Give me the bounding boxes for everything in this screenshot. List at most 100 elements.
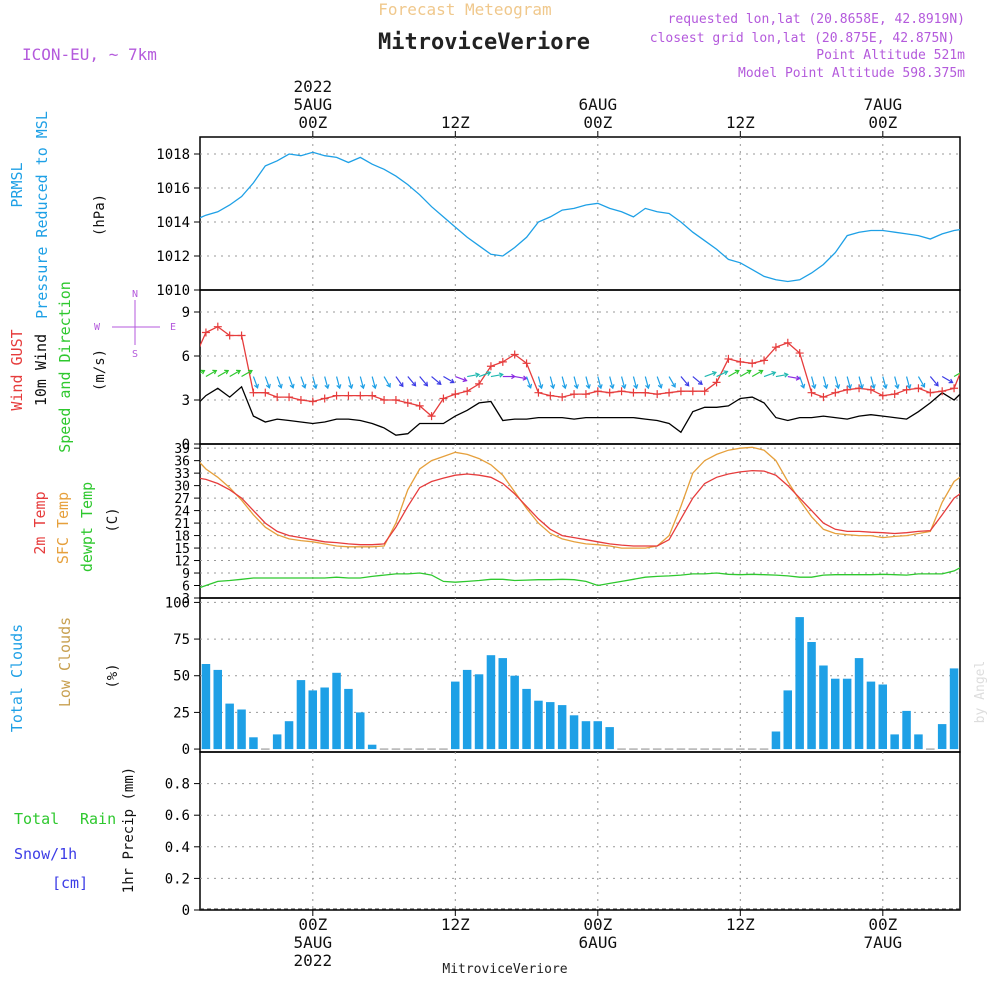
gust-marker xyxy=(831,388,840,397)
arrow-shaft xyxy=(478,371,491,378)
arrow-shaft xyxy=(775,373,788,378)
total-cloud-bar xyxy=(795,617,804,750)
direction-label: Speed and Direction xyxy=(56,281,74,453)
total-cloud-bar xyxy=(367,744,377,750)
arrow-head xyxy=(811,384,817,390)
bottom-time-label: 12Z xyxy=(441,915,470,934)
top-time-label: 12Z xyxy=(726,113,755,132)
y-tick-label: 33 xyxy=(174,467,190,482)
arrow-shaft xyxy=(609,376,614,389)
wind-direction-arrow xyxy=(241,369,253,378)
top-date-label: 7AUG xyxy=(864,95,903,114)
temp2m-line xyxy=(200,469,960,547)
total-cloud-bar xyxy=(344,688,353,749)
y-tick-label: 6 xyxy=(182,580,190,595)
arrow-shaft xyxy=(455,375,467,382)
arrow-head xyxy=(254,383,259,389)
arrow-head xyxy=(265,383,271,389)
wind-direction-arrow xyxy=(787,375,801,381)
wind-direction-arrow xyxy=(359,376,366,390)
total-cloud-bar xyxy=(807,642,816,750)
gust-marker xyxy=(866,385,875,394)
y-tick-label: 0.8 xyxy=(165,777,190,793)
arrow-head xyxy=(538,384,544,390)
total-clouds-label: Total Clouds xyxy=(8,624,26,732)
pressure-label-2: Pressure Reduced to MSL xyxy=(33,111,51,319)
arrow-head xyxy=(994,367,998,371)
arrow-shaft xyxy=(751,370,763,378)
watermark: by Angel xyxy=(973,661,988,724)
arrow-shaft xyxy=(882,376,887,389)
arrow-head xyxy=(312,384,318,390)
y-tick-label: 0 xyxy=(182,742,190,758)
top-time-label: 00Z xyxy=(298,113,327,132)
total-cloud-bar xyxy=(213,669,222,750)
y-tick-label: 12 xyxy=(174,555,190,570)
arrow-shaft xyxy=(383,376,391,388)
compass-rose: N E S W xyxy=(94,289,176,360)
gust-marker xyxy=(926,388,935,397)
arrow-head xyxy=(436,380,442,385)
wind-direction-arrow xyxy=(205,369,218,378)
y-tick-label: 100 xyxy=(165,595,190,611)
arrow-shaft xyxy=(200,370,205,374)
gust-marker xyxy=(308,397,317,406)
arrow-head xyxy=(301,383,307,389)
bottom-time-label: 00Z xyxy=(583,915,612,934)
total-cloud-bar xyxy=(949,668,959,750)
wind-direction-arrow xyxy=(395,376,404,388)
arrow-shaft xyxy=(644,376,649,389)
time-axes: 1010101210141016101803693691215182124273… xyxy=(156,77,961,970)
precip-unit: 1hr Precip (mm) xyxy=(121,767,137,893)
wind-direction-arrow xyxy=(443,376,455,384)
arrow-shaft xyxy=(419,376,428,387)
wind-direction-arrow xyxy=(490,372,504,378)
y-tick-label: 9 xyxy=(182,305,190,321)
arrow-shaft xyxy=(656,376,662,389)
wind-direction-arrow xyxy=(514,375,528,381)
wind-direction-arrow xyxy=(525,376,533,389)
arrow-shaft xyxy=(870,376,875,389)
wind-speed-line xyxy=(200,385,960,436)
arrow-shaft xyxy=(680,376,690,387)
total-cloud-bar xyxy=(890,734,899,750)
arrow-head xyxy=(960,370,964,374)
arrow-head xyxy=(475,372,481,378)
gust-marker xyxy=(700,387,709,396)
arrow-head xyxy=(573,384,579,390)
total-cloud-bar xyxy=(831,678,840,750)
y-tick-label: 1014 xyxy=(156,215,190,231)
wind-direction-arrow xyxy=(716,370,729,378)
arrow-head xyxy=(386,382,391,388)
precip-snow-label: Snow/1h xyxy=(14,845,77,863)
gust-marker xyxy=(819,393,828,402)
wind-direction-arrow xyxy=(561,376,568,390)
arrow-shaft xyxy=(692,376,703,385)
arrow-shaft xyxy=(728,370,740,378)
top-time-label: 12Z xyxy=(441,113,470,132)
arrow-shaft xyxy=(182,371,192,377)
total-cloud-bar xyxy=(914,734,923,750)
total-cloud-bar xyxy=(486,655,496,750)
arrow-head xyxy=(224,369,230,375)
wind-direction-arrow xyxy=(252,376,259,389)
point-altitude: Point Altitude 521m xyxy=(816,48,965,63)
total-cloud-bar xyxy=(962,657,971,749)
arrow-head xyxy=(462,377,468,383)
arrow-head xyxy=(906,384,912,390)
y-tick-label: 39 xyxy=(174,442,190,457)
gust-marker xyxy=(296,396,305,404)
sfc-temp-label: SFC Temp xyxy=(54,492,72,564)
gust-marker xyxy=(593,387,602,396)
gust-marker xyxy=(522,359,531,368)
gust-marker xyxy=(878,391,887,400)
gust-marker xyxy=(712,378,721,387)
arrow-shaft xyxy=(467,373,480,378)
y-tick-label: 0.6 xyxy=(165,808,190,824)
total-cloud-bar xyxy=(593,721,602,750)
arrow-head xyxy=(585,384,591,390)
panel-frame-wind xyxy=(199,289,961,445)
bottom-time-label: 12Z xyxy=(726,915,755,934)
arrow-shaft xyxy=(740,370,752,378)
arrow-shaft xyxy=(561,376,566,389)
